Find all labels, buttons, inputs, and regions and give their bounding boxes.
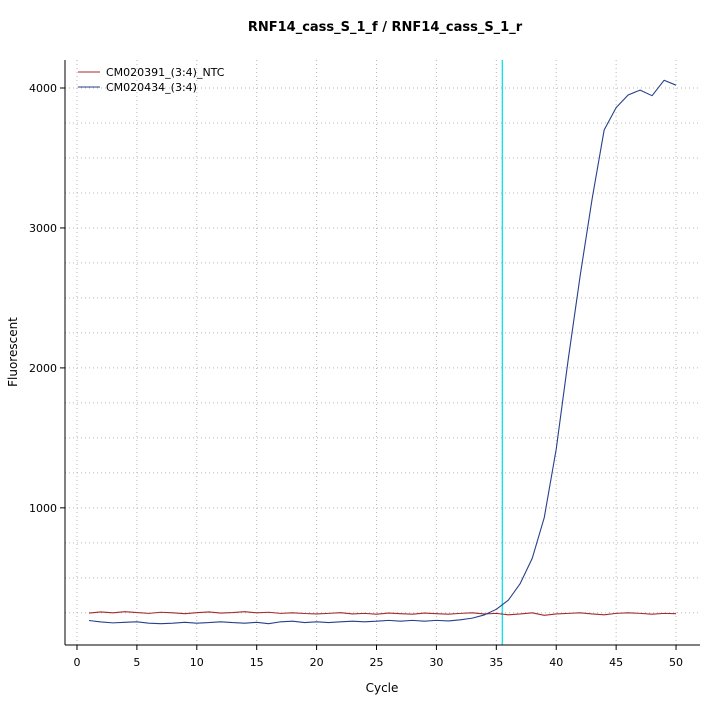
x-tick-label: 45 (609, 656, 623, 669)
legend: CM020391_(3:4)_NTC CM020434_(3:4) (78, 66, 225, 94)
x-tick-label: 0 (73, 656, 80, 669)
y-tick-label: 4000 (29, 82, 57, 95)
x-tick-label: 15 (250, 656, 264, 669)
x-tick-label: 10 (190, 656, 204, 669)
y-tick-label: 2000 (29, 362, 57, 375)
x-tick-label: 25 (370, 656, 384, 669)
x-tick-label: 30 (429, 656, 443, 669)
x-axis-label: Cycle (366, 681, 399, 695)
series-line-0 (88, 611, 677, 616)
gridlines (65, 60, 700, 645)
x-tick-label: 50 (669, 656, 683, 669)
y-tick-label: 1000 (29, 502, 57, 515)
series-line-1 (88, 79, 677, 625)
y-axis-label: Fluorescent (6, 317, 20, 387)
x-tick-label: 20 (310, 656, 324, 669)
legend-label-ntc: CM020391_(3:4)_NTC (106, 66, 225, 79)
axes: 1000 2000 3000 4000 0 5 10 15 20 25 30 35 40 45 50 (29, 60, 700, 669)
chart-title: RNF14_cass_S_1_f / RNF14_cass_S_1_r (248, 20, 523, 35)
x-tick-label: 40 (549, 656, 563, 669)
x-tick-label: 5 (133, 656, 140, 669)
series-lines (88, 79, 677, 625)
legend-label-sample: CM020434_(3:4) (106, 81, 197, 94)
y-tick-label: 3000 (29, 222, 57, 235)
x-tick-label: 35 (489, 656, 503, 669)
